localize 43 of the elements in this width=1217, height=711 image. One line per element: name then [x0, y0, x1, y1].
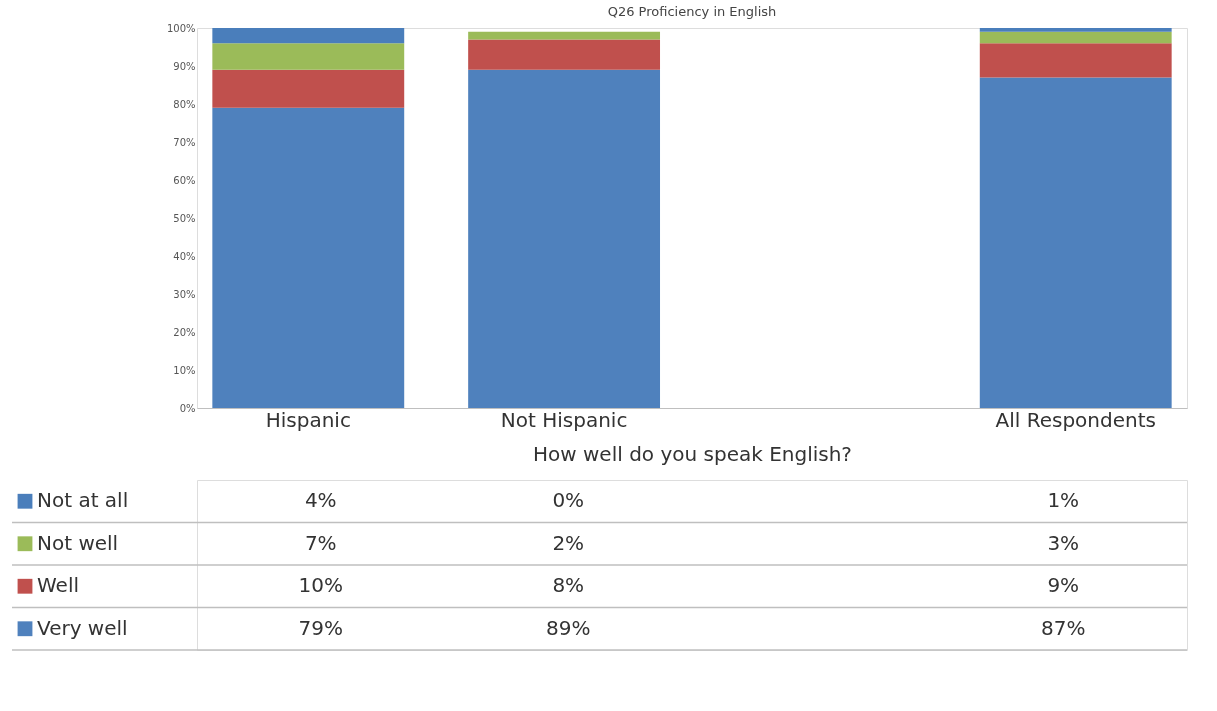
data-label: 2%	[552, 530, 585, 555]
bar	[979, 77, 1172, 408]
data-label: 1%	[1047, 488, 1080, 513]
legend-label: Not well	[37, 530, 119, 555]
y-tick-label: 80%	[173, 98, 196, 110]
bar	[979, 28, 1172, 32]
bar	[212, 28, 405, 44]
x-tick-label: Not Hispanic	[500, 407, 628, 432]
data-label: 7%	[304, 530, 337, 555]
bar	[212, 107, 405, 408]
bar	[979, 31, 1172, 44]
data-label: 9%	[1047, 573, 1080, 598]
y-tick-label: 20%	[173, 326, 196, 338]
x-axis-title: How well do you speak English?	[533, 441, 852, 466]
data-label: 89%	[546, 615, 591, 640]
y-tick-label: 70%	[173, 136, 196, 148]
data-label: 4%	[304, 488, 337, 513]
y-tick-label: 60%	[173, 174, 196, 186]
data-label: 3%	[1047, 530, 1080, 555]
data-label: 0%	[552, 488, 585, 513]
bar	[212, 69, 405, 108]
bar	[468, 31, 661, 40]
y-tick-label: 30%	[173, 288, 196, 300]
data-label: 8%	[552, 573, 585, 598]
x-tick-label: Hispanic	[265, 407, 351, 432]
data-label: 87%	[1041, 615, 1086, 640]
y-tick-label: 50%	[173, 212, 196, 224]
legend-label: Very well	[37, 615, 128, 640]
chart-title: Q26 Proficiency in English	[607, 4, 777, 19]
y-tick-label: 0%	[179, 402, 196, 414]
y-tick-label: 10%	[173, 364, 196, 376]
bar	[979, 43, 1172, 78]
bar	[468, 39, 661, 70]
bar	[468, 69, 661, 408]
x-tick-label: All Respondents	[995, 407, 1156, 432]
data-label: 79%	[298, 615, 343, 640]
bar	[212, 43, 405, 70]
y-tick-label: 40%	[173, 250, 196, 262]
legend-label: Well	[37, 573, 80, 598]
legend-label: Not at all	[37, 488, 129, 513]
y-tick-label: 90%	[173, 60, 196, 72]
data-label: 10%	[298, 573, 343, 598]
y-tick-label: 100%	[166, 22, 196, 34]
